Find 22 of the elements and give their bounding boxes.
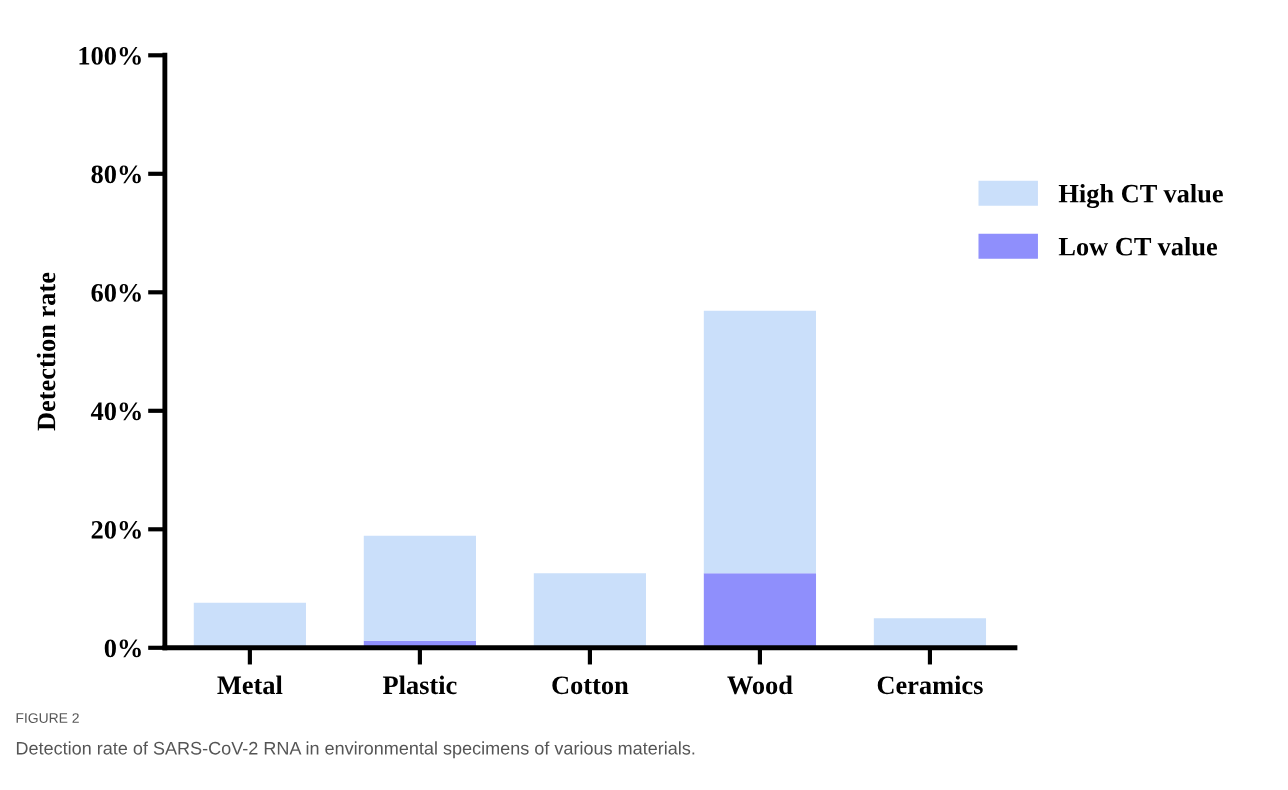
y-tick-label: 20% bbox=[91, 520, 141, 539]
y-tick-label: 0% bbox=[104, 639, 141, 658]
x-tick-label: Cotton bbox=[552, 676, 629, 695]
bar bbox=[703, 573, 817, 648]
bar bbox=[703, 310, 817, 574]
x-tick-label: Wood bbox=[727, 675, 793, 695]
y-tick-label: 80% bbox=[91, 165, 141, 184]
bar bbox=[193, 602, 306, 648]
legend-label: Low CT value bbox=[1058, 237, 1218, 256]
y-tick-label: 40% bbox=[90, 402, 141, 421]
x-tick-label: Plastic bbox=[382, 675, 457, 695]
x-tick-label: Ceramics bbox=[877, 675, 983, 695]
bar bbox=[363, 535, 476, 641]
y-tick-label: 60% bbox=[91, 283, 141, 302]
y-tick-label: 100% bbox=[79, 46, 141, 65]
text: Detection rate of SARS-CoV-2 RNA in environmental specimens of various materials. bbox=[16, 741, 695, 759]
bar bbox=[533, 573, 647, 648]
legend-label: High CT value bbox=[1058, 183, 1223, 209]
bar bbox=[873, 618, 987, 648]
caption: FIGURE 2 bbox=[16, 713, 79, 723]
y-axis-title: Detection rate bbox=[36, 272, 56, 431]
x-tick-label: Metal bbox=[217, 675, 283, 695]
